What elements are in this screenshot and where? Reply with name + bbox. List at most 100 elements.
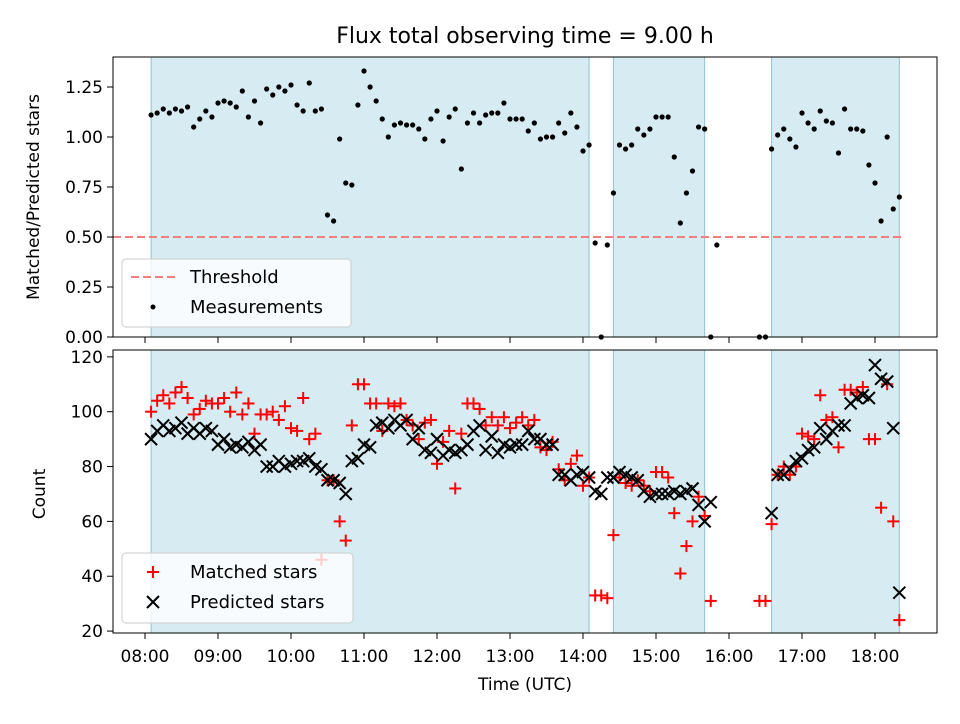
matched-star-point bbox=[686, 515, 699, 528]
matched-star-point bbox=[224, 405, 237, 418]
measurement-point bbox=[556, 120, 562, 126]
measurement-point bbox=[483, 112, 489, 118]
measurement-point bbox=[695, 124, 702, 130]
x-tick-label: 14:00 bbox=[559, 647, 608, 667]
predicted-star-point bbox=[886, 421, 900, 435]
measurement-point bbox=[282, 88, 288, 94]
measurement-point bbox=[775, 132, 781, 138]
measurement-point bbox=[306, 80, 312, 86]
measurement-point bbox=[562, 130, 568, 136]
matched-star-point bbox=[668, 507, 681, 520]
matched-star-point bbox=[333, 515, 346, 528]
matched-star-point bbox=[808, 433, 821, 446]
measurement-point bbox=[586, 142, 592, 148]
measurement-point bbox=[866, 162, 872, 168]
predicted-star-point bbox=[351, 451, 365, 466]
measurement-point bbox=[610, 190, 617, 196]
x-tick-label: 09:00 bbox=[194, 647, 243, 667]
matched-star-point bbox=[656, 466, 669, 479]
top-y-ticks: 0.00 0.25 0.50 0.75 1.00 1.25 bbox=[65, 78, 113, 348]
top-shaded-spans bbox=[150, 56, 900, 338]
top-panel: 0.00 0.25 0.50 0.75 1.00 1.25 Flux total obse… bbox=[24, 24, 938, 348]
matched-star-point bbox=[577, 479, 589, 492]
matched-star-point bbox=[151, 394, 164, 407]
measurement-point bbox=[337, 136, 343, 142]
measurement-point bbox=[531, 120, 537, 126]
measurement-point bbox=[239, 88, 245, 94]
matched-star-point bbox=[339, 534, 352, 547]
matched-star-point bbox=[382, 397, 395, 410]
y-tick-label: 0.50 bbox=[65, 228, 103, 248]
measurement-point bbox=[428, 116, 434, 122]
measurement-point bbox=[422, 136, 428, 142]
y-tick-label: 20 bbox=[81, 622, 103, 642]
predicted-star-point bbox=[539, 437, 554, 452]
measurement-point bbox=[294, 102, 300, 108]
measurement-point bbox=[318, 106, 325, 112]
matched-star-point bbox=[826, 411, 839, 424]
measurement-point bbox=[799, 110, 805, 116]
measurement-point bbox=[385, 134, 391, 140]
matched-star-point bbox=[662, 471, 675, 484]
measurement-point bbox=[197, 116, 203, 122]
measurement-point bbox=[653, 114, 659, 120]
predicted-star-point bbox=[807, 440, 821, 455]
measurement-point bbox=[257, 120, 264, 126]
matched-star-point bbox=[698, 509, 711, 522]
measurement-point bbox=[848, 126, 854, 132]
matched-star-point bbox=[175, 381, 188, 394]
measurement-point bbox=[878, 218, 884, 224]
measurement-point bbox=[288, 82, 294, 88]
matched-star-point bbox=[522, 419, 535, 432]
predicted-star-point bbox=[545, 437, 560, 452]
measurement-point bbox=[872, 180, 878, 186]
matched-star-point bbox=[388, 400, 401, 413]
shaded-span bbox=[771, 56, 900, 338]
matched-star-point bbox=[218, 391, 231, 404]
measurement-point bbox=[349, 182, 355, 188]
measurement-point bbox=[689, 168, 696, 174]
measurement-point bbox=[537, 136, 544, 142]
measurement-point bbox=[233, 104, 239, 110]
predicted-star-point bbox=[770, 468, 785, 482]
measurement-point bbox=[714, 242, 720, 248]
measurement-point bbox=[671, 154, 677, 160]
matched-star-point bbox=[887, 515, 900, 528]
predicted-star-point bbox=[813, 421, 827, 435]
measurement-point bbox=[270, 92, 276, 98]
matched-star-point bbox=[607, 529, 620, 542]
measurement-point bbox=[221, 98, 227, 104]
matched-legend-label: Matched stars bbox=[190, 562, 317, 583]
y-tick-label: 1.25 bbox=[65, 78, 103, 98]
predicted-star-point bbox=[892, 585, 907, 600]
matched-star-point bbox=[674, 567, 687, 580]
matched-star-point bbox=[832, 441, 845, 454]
measurement-point bbox=[641, 132, 647, 138]
y-tick-label: 0.75 bbox=[65, 178, 103, 198]
measurement-point bbox=[434, 108, 440, 114]
measurement-point bbox=[489, 110, 495, 116]
predicted-star-point bbox=[551, 468, 566, 482]
measurement-point bbox=[884, 134, 890, 140]
matched-star-point bbox=[236, 408, 249, 421]
measurement-point bbox=[403, 122, 410, 128]
shaded-span bbox=[771, 349, 900, 634]
measurement-point bbox=[203, 108, 209, 114]
y-tick-label: 0.25 bbox=[65, 278, 103, 298]
matched-star-point bbox=[169, 386, 182, 399]
measurement-point bbox=[823, 118, 829, 124]
bottom-panel: 20 40 60 80 100 120 08:00 09:00 10:00 11:00 12:00… bbox=[30, 348, 938, 695]
x-tick-label: 12:00 bbox=[413, 647, 462, 667]
matched-star-point bbox=[595, 589, 608, 602]
matched-star-point bbox=[875, 501, 888, 514]
measurement-point bbox=[622, 146, 629, 152]
measurement-point bbox=[361, 68, 367, 74]
measurement-point bbox=[549, 134, 556, 140]
matched-star-point bbox=[181, 391, 194, 404]
y-tick-label: 0.00 bbox=[65, 328, 103, 348]
matched-star-point bbox=[145, 405, 158, 418]
matched-star-point bbox=[443, 424, 456, 437]
matched-star-point bbox=[479, 419, 492, 432]
measurement-point bbox=[513, 116, 519, 122]
threshold-legend-label: Threshold bbox=[189, 267, 279, 288]
